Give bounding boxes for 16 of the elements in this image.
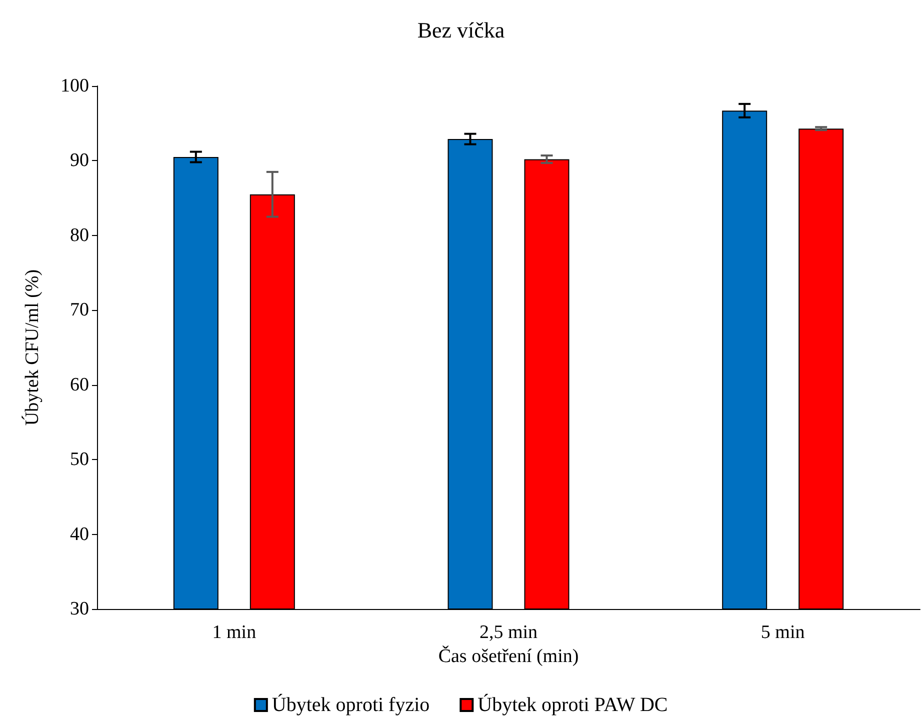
x-tick-label: 5 min [760, 622, 806, 643]
y-tick-label: 100 [60, 76, 89, 96]
chart-title: Bez víčka [417, 18, 505, 42]
y-tick-label: 40 [70, 524, 89, 545]
legend-label: Úbytek oproti fyzio [272, 693, 430, 716]
y-tick-label: 80 [70, 224, 89, 246]
y-axis-title: Úbytek CFU/ml (%) [21, 269, 43, 426]
x-tick-label: 2,5 min [479, 622, 538, 643]
legend-label: Úbytek oproti PAW DC [478, 693, 668, 716]
y-tick-label: 50 [70, 449, 89, 470]
y-tick-label: 90 [70, 150, 89, 172]
y-tick-label: 30 [70, 598, 89, 620]
y-tick-label: 60 [70, 374, 89, 396]
x-axis-title: Čas ošetření (min) [438, 645, 579, 667]
y-tick-label: 70 [70, 300, 89, 321]
x-tick-label: 1 min [212, 622, 257, 643]
